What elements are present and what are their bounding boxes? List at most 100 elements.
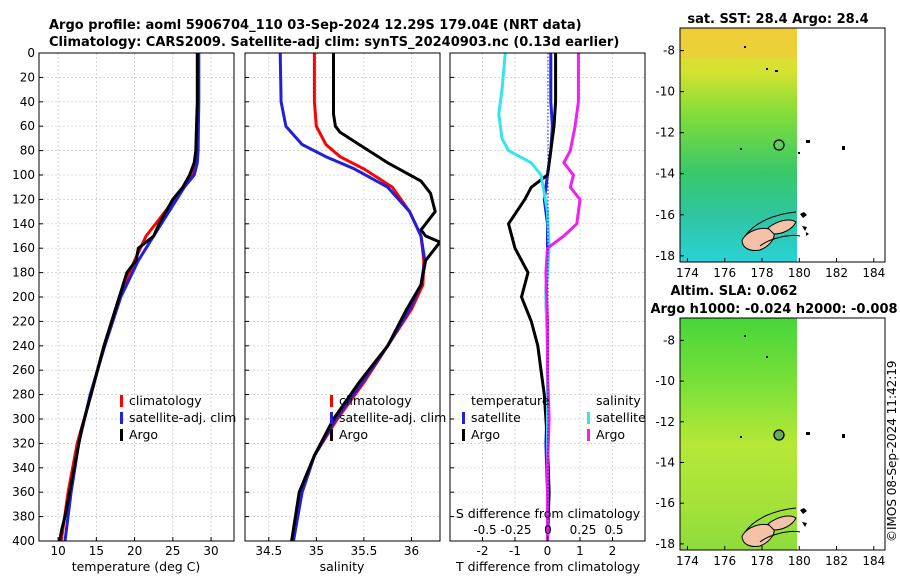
legend-swatch-satellite xyxy=(330,412,333,424)
difference-legend: temperature satellite Argo salinity sate… xyxy=(462,393,646,442)
sst-warm-patch xyxy=(680,28,797,58)
map-x-tick-label: 182 xyxy=(825,554,848,568)
legend-title-salinity: salinity xyxy=(596,393,641,408)
figure-title-line2: Climatology: CARS2009. Satellite-adj cli… xyxy=(49,35,619,50)
legend-label-satellite: satellite-adj. clim xyxy=(129,410,236,425)
sst-map-ticks: 174 176 178 180 182 184 -8 -10 -12 -14 -16 -18 xyxy=(655,44,885,280)
map-y-tick-label: -14 xyxy=(655,455,675,469)
difference-top-axis-label: S difference from climatology xyxy=(456,506,641,521)
y-tick-label: 300 xyxy=(12,412,35,426)
sst-fiji-islands xyxy=(741,211,809,251)
map-x-tick-label: 174 xyxy=(676,554,699,568)
legend-label-climatology: climatology xyxy=(129,393,202,408)
map-y-tick-label: -16 xyxy=(655,208,675,222)
legend-label-argo: Argo xyxy=(339,427,368,442)
legend-swatch-s-argo xyxy=(587,429,590,441)
imos-credit: ©IMOS 08-Sep-2024 11:42:19 xyxy=(885,360,899,542)
temperature-legend: climatology satellite-adj. clim Argo xyxy=(120,393,236,442)
sla-argo-marker xyxy=(773,429,785,441)
temperature-lines xyxy=(58,53,201,541)
legend-swatch-satellite xyxy=(120,412,123,424)
top-tick-label: 0.25 xyxy=(570,523,597,537)
figure-title-line1: Argo profile: aoml 5906704_110 03-Sep-20… xyxy=(49,18,582,33)
series-line-climatology xyxy=(59,53,200,541)
legend-label-t-satellite: satellite xyxy=(471,410,521,425)
sla-map-ticks: 174 176 178 180 182 184 -8 -10 -12 -14 -16 -18 xyxy=(655,333,885,568)
salinity-ticks: 34.5 35 35.5 36 xyxy=(245,52,419,558)
y-tick-label: 80 xyxy=(20,144,35,158)
legend-label-climatology: climatology xyxy=(339,393,412,408)
legend-label-argo: Argo xyxy=(129,427,158,442)
series-line-temperature-argo xyxy=(507,53,558,541)
legend-swatch-t-argo xyxy=(462,429,465,441)
x-tick-label: 25 xyxy=(165,544,180,558)
depth-tick-labels: 0 20 40 60 80 100 120 140 160 180 200 220 240 260 280 3… xyxy=(12,46,35,548)
map-x-tick-label: 178 xyxy=(751,266,774,280)
legend-swatch-climatology xyxy=(120,395,123,407)
sla-fiji-islands xyxy=(741,507,807,547)
legend-label-s-argo: Argo xyxy=(596,427,625,442)
y-tick-label: 180 xyxy=(12,266,35,280)
y-tick-label: 280 xyxy=(12,388,35,402)
salinity-lines xyxy=(278,53,440,541)
map-y-tick-label: -12 xyxy=(655,126,675,140)
y-tick-label: 340 xyxy=(12,461,35,475)
legend-swatch-t-satellite xyxy=(462,412,465,424)
x-tick-label: 34.5 xyxy=(255,544,282,558)
x-tick-label: -2 xyxy=(477,544,489,558)
sla-map-frame xyxy=(679,317,886,551)
map-x-tick-label: 184 xyxy=(862,266,885,280)
top-tick-label: 0 xyxy=(544,523,552,537)
difference-xlabel: T difference from climatology xyxy=(455,559,641,574)
map-y-tick-label: -8 xyxy=(663,44,675,58)
salinity-grid xyxy=(245,52,440,542)
x-tick-label: 1 xyxy=(576,544,584,558)
legend-swatch-argo xyxy=(330,429,333,441)
map-x-tick-label: 180 xyxy=(788,266,811,280)
salinity-legend: climatology satellite-adj. clim Argo xyxy=(330,393,446,442)
series-line-argo xyxy=(290,53,440,541)
legend-swatch-argo xyxy=(120,429,123,441)
y-tick-label: 320 xyxy=(12,436,35,450)
map-y-tick-label: -10 xyxy=(655,85,675,99)
y-tick-label: 120 xyxy=(12,192,35,206)
temperature-grid xyxy=(39,52,234,542)
sla-small-islands xyxy=(740,335,845,438)
map-x-tick-label: 182 xyxy=(825,266,848,280)
map-y-tick-label: -14 xyxy=(655,167,675,181)
x-tick-label: 15 xyxy=(89,544,104,558)
y-tick-label: 220 xyxy=(12,314,35,328)
y-tick-label: 360 xyxy=(12,485,35,499)
x-tick-label: 10 xyxy=(50,544,65,558)
map-x-tick-label: 184 xyxy=(862,554,885,568)
series-line-salinity-argo xyxy=(544,53,582,541)
map-x-tick-label: 176 xyxy=(713,266,736,280)
y-tick-label: 400 xyxy=(12,534,35,548)
legend-swatch-s-satellite xyxy=(587,412,590,424)
map-x-tick-label: 180 xyxy=(788,554,811,568)
y-tick-label: 160 xyxy=(12,241,35,255)
map-y-tick-label: -8 xyxy=(663,333,675,347)
y-tick-label: 380 xyxy=(12,510,35,524)
x-tick-label: 36 xyxy=(404,544,419,558)
legend-swatch-climatology xyxy=(330,395,333,407)
x-tick-label: 35 xyxy=(309,544,324,558)
y-tick-label: 0 xyxy=(27,46,35,60)
series-line-argo xyxy=(58,53,199,541)
x-tick-label: 0 xyxy=(544,544,552,558)
map-y-tick-label: -16 xyxy=(655,496,675,510)
map-y-tick-label: -18 xyxy=(655,249,675,263)
map-x-tick-label: 174 xyxy=(676,266,699,280)
legend-label-t-argo: Argo xyxy=(471,427,500,442)
x-tick-label: 35.5 xyxy=(351,544,378,558)
x-tick-label: 30 xyxy=(203,544,218,558)
y-tick-label: 260 xyxy=(12,363,35,377)
y-tick-label: 60 xyxy=(20,119,35,133)
map-y-tick-label: -10 xyxy=(655,374,675,388)
x-tick-label: -1 xyxy=(509,544,521,558)
s-difference-tick-labels: -0.5 -0.25 0 0.25 0.5 xyxy=(473,523,623,537)
map-y-tick-label: -12 xyxy=(655,415,675,429)
y-tick-label: 200 xyxy=(12,290,35,304)
legend-title-temperature: temperature xyxy=(471,393,550,408)
sla-map-title-line2: Argo h1000: -0.024 h2000: -0.008 xyxy=(650,302,897,317)
